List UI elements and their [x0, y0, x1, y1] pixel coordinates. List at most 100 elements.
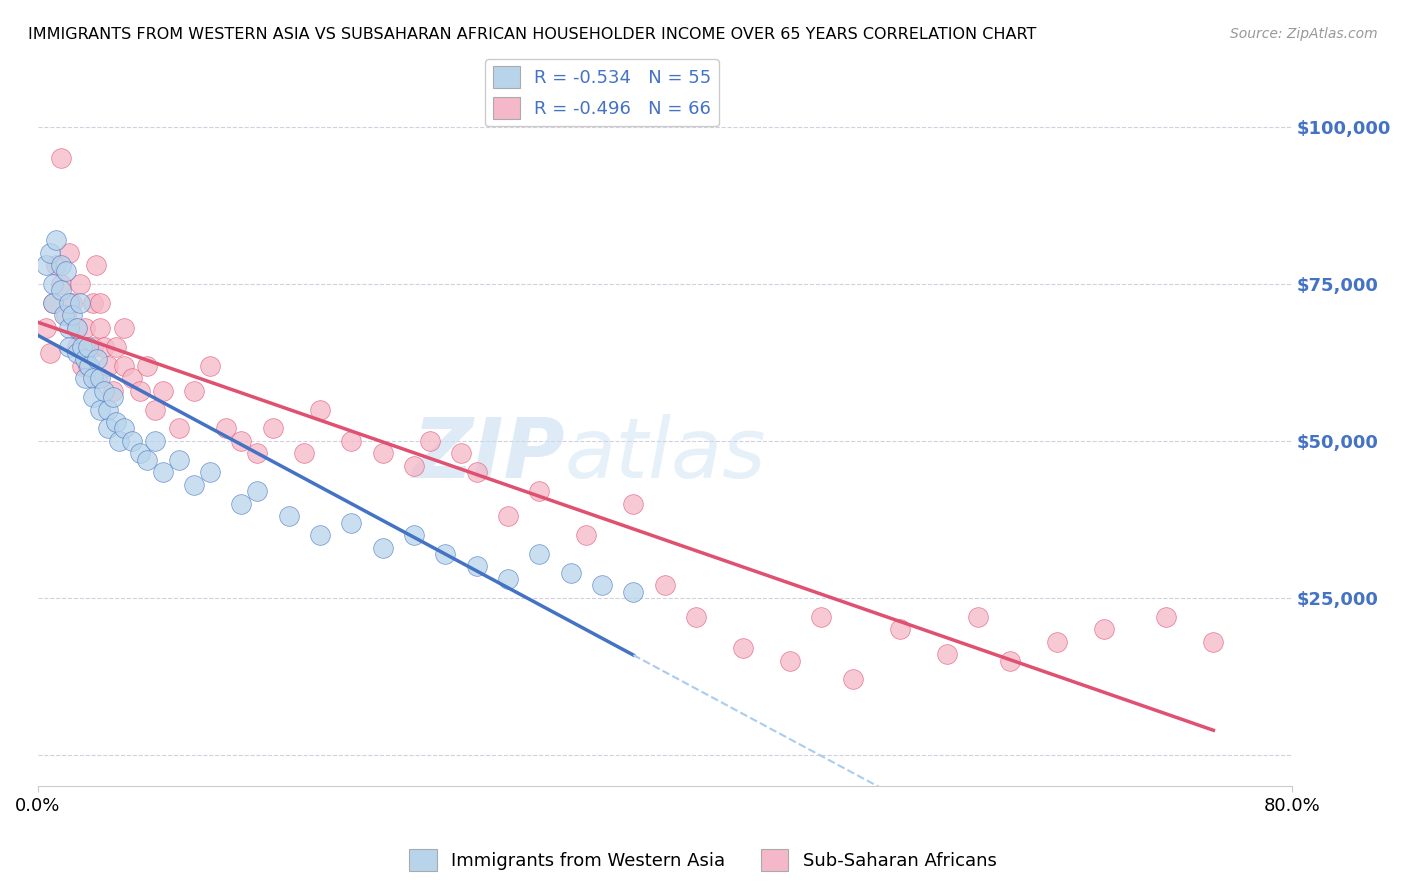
Point: [277, 509, 299, 524]
Point: [82, 295, 104, 310]
Point: [842, 673, 865, 687]
Point: [55, 264, 77, 278]
Point: [402, 528, 425, 542]
Point: [70, 359, 93, 373]
Point: [69, 277, 91, 291]
Point: [967, 609, 990, 624]
Point: [998, 654, 1021, 668]
Point: [73, 352, 96, 367]
Point: [58, 295, 80, 310]
Point: [121, 371, 143, 385]
Point: [51, 152, 73, 166]
Point: [58, 340, 80, 354]
Point: [86, 352, 108, 367]
Point: [39, 346, 62, 360]
Point: [152, 384, 174, 398]
Point: [262, 421, 284, 435]
Point: [105, 340, 128, 354]
Point: [529, 547, 551, 561]
Point: [231, 497, 253, 511]
Point: [143, 402, 166, 417]
Point: [39, 245, 62, 260]
Point: [198, 359, 221, 373]
Point: [621, 497, 644, 511]
Point: [89, 371, 111, 385]
Point: [1046, 634, 1069, 648]
Point: [340, 516, 363, 530]
Point: [560, 566, 582, 580]
Point: [82, 340, 104, 354]
Point: [97, 402, 120, 417]
Point: [654, 578, 676, 592]
Point: [51, 283, 73, 297]
Point: [183, 384, 205, 398]
Point: [93, 384, 115, 398]
Point: [97, 421, 120, 435]
Point: [779, 654, 801, 668]
Point: [82, 371, 104, 385]
Point: [82, 390, 104, 404]
Point: [60, 295, 83, 310]
Point: [66, 346, 89, 360]
Point: [167, 452, 190, 467]
Point: [101, 390, 124, 404]
Point: [93, 340, 115, 354]
Point: [167, 421, 190, 435]
Point: [529, 484, 551, 499]
Text: atlas: atlas: [564, 414, 766, 494]
Point: [143, 434, 166, 448]
Point: [733, 641, 755, 656]
Point: [308, 402, 330, 417]
Point: [246, 446, 269, 460]
Point: [76, 359, 98, 373]
Point: [58, 245, 80, 260]
Point: [89, 295, 111, 310]
Point: [84, 258, 107, 272]
Point: [97, 359, 120, 373]
Point: [112, 359, 135, 373]
Point: [69, 295, 91, 310]
Point: [1156, 609, 1178, 624]
Point: [465, 559, 488, 574]
Point: [685, 609, 707, 624]
Point: [60, 309, 83, 323]
Point: [136, 452, 159, 467]
Point: [34, 321, 56, 335]
Point: [53, 309, 76, 323]
Point: [66, 340, 89, 354]
Legend: Immigrants from Western Asia, Sub-Saharan Africans: Immigrants from Western Asia, Sub-Sahara…: [402, 842, 1004, 879]
Point: [76, 340, 98, 354]
Point: [112, 421, 135, 435]
Point: [45, 258, 67, 272]
Point: [89, 321, 111, 335]
Point: [292, 446, 315, 460]
Point: [79, 359, 101, 373]
Point: [42, 295, 65, 310]
Point: [591, 578, 613, 592]
Point: [231, 434, 253, 448]
Point: [105, 415, 128, 429]
Point: [66, 321, 89, 335]
Point: [86, 371, 108, 385]
Point: [42, 277, 65, 291]
Point: [128, 384, 150, 398]
Point: [34, 258, 56, 272]
Point: [55, 309, 77, 323]
Text: IMMIGRANTS FROM WESTERN ASIA VS SUBSAHARAN AFRICAN HOUSEHOLDER INCOME OVER 65 YE: IMMIGRANTS FROM WESTERN ASIA VS SUBSAHAR…: [28, 27, 1036, 42]
Point: [889, 622, 911, 636]
Point: [246, 484, 269, 499]
Point: [496, 572, 519, 586]
Point: [371, 541, 394, 555]
Point: [73, 340, 96, 354]
Point: [935, 648, 957, 662]
Point: [89, 402, 111, 417]
Point: [1202, 634, 1225, 648]
Point: [496, 509, 519, 524]
Point: [340, 434, 363, 448]
Point: [434, 547, 457, 561]
Point: [371, 446, 394, 460]
Point: [419, 434, 441, 448]
Point: [73, 321, 96, 335]
Point: [152, 465, 174, 479]
Point: [136, 359, 159, 373]
